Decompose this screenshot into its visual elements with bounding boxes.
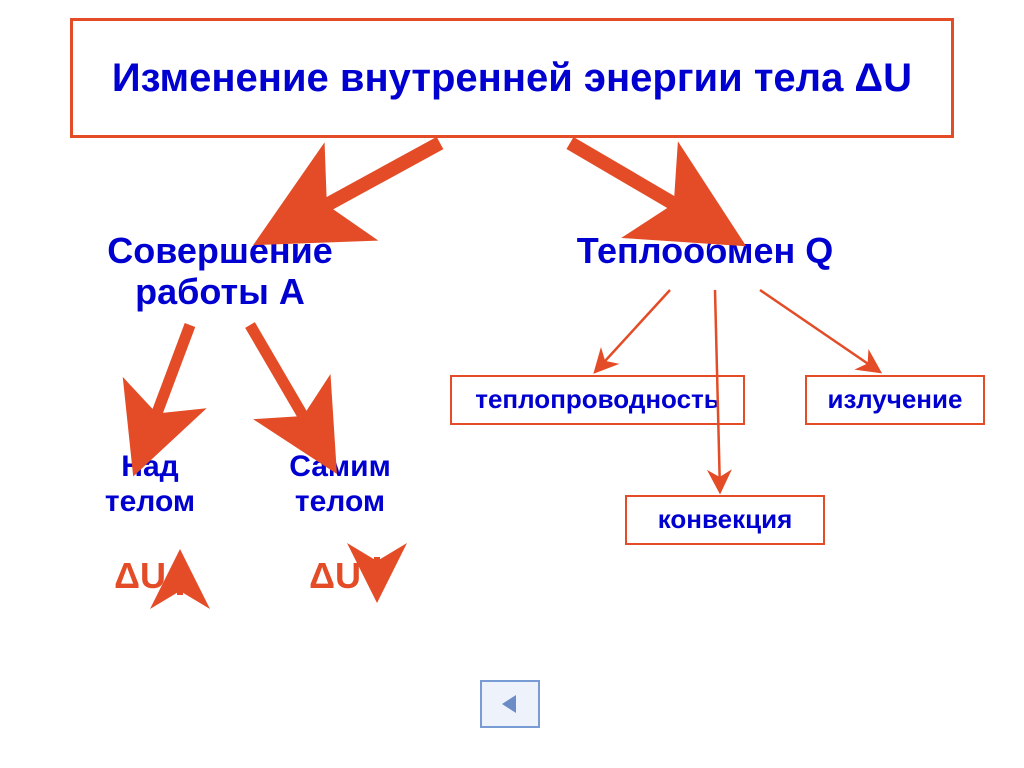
triangle-left-icon bbox=[498, 692, 522, 716]
arrow-work_to_self bbox=[250, 325, 320, 445]
arrow-heat_to_cond bbox=[595, 290, 670, 372]
arrow-title_to_heat bbox=[570, 143, 710, 225]
arrow-heat_to_conv bbox=[715, 290, 720, 492]
arrow-heat_to_rad bbox=[760, 290, 880, 372]
arrows-layer bbox=[0, 0, 1024, 768]
arrow-work_to_over bbox=[145, 325, 190, 445]
nav-prev-button[interactable] bbox=[480, 680, 540, 728]
arrow-title_to_work bbox=[290, 143, 440, 225]
